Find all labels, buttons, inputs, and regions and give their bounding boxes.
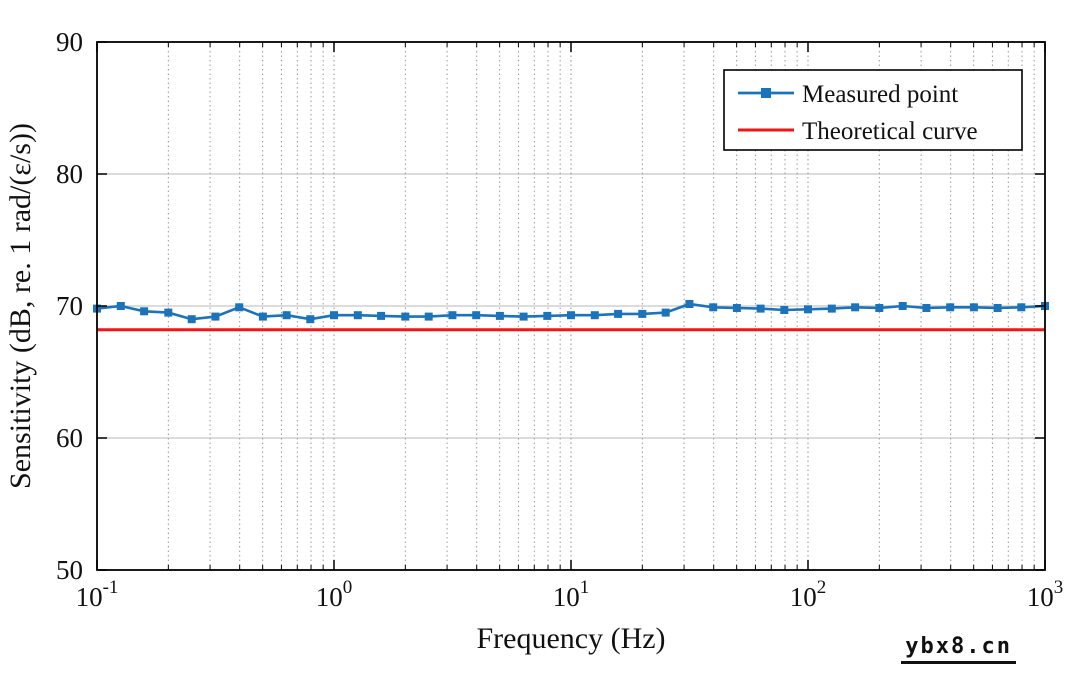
y-axis-label: Sensitivity (dB, re. 1 rad/(ε/s)) [4, 123, 37, 489]
measured-point-marker [164, 308, 173, 317]
y-tick-label: 80 [56, 159, 83, 189]
measured-point-marker [235, 303, 244, 312]
measured-point-marker [969, 303, 978, 312]
measured-point-marker [495, 311, 504, 320]
x-tick-label: 100 [316, 577, 353, 612]
legend-box [723, 69, 1023, 151]
measured-point-marker [993, 304, 1002, 312]
measured-point-marker [756, 304, 765, 313]
watermark: ybx8.cn [901, 634, 1016, 664]
measured-point-marker [424, 312, 433, 321]
grid-layer [97, 42, 1045, 570]
x-tick-label: 103 [1027, 577, 1064, 612]
measured-point-marker [258, 312, 267, 321]
measured-point-marker [401, 312, 410, 321]
x-tick-label: 102 [790, 577, 827, 612]
measured-point-marker [472, 311, 481, 320]
measured-point-marker [827, 304, 836, 313]
measured-point-marker [330, 311, 338, 320]
measured-point-marker [780, 306, 789, 314]
measured-point-marker [140, 307, 149, 316]
measured-point-marker [661, 308, 670, 317]
measured-point-marker [211, 312, 220, 321]
x-axis-label: Frequency (Hz) [476, 622, 665, 655]
measured-point-marker [543, 311, 552, 320]
legend[interactable]: Measured point Theoretical curve [723, 69, 1023, 151]
measured-point-marker [590, 311, 599, 320]
x-tick-label: 101 [553, 577, 590, 612]
measured-point-marker [804, 305, 812, 314]
measured-point-marker [922, 304, 931, 312]
measured-point-marker [448, 311, 457, 320]
measured-point-marker [377, 311, 386, 320]
y-tick-label: 90 [56, 27, 83, 57]
tick-label-layer: 50 60 70 80 90 10-1 100 101 102 103 [56, 27, 1063, 612]
legend-label-theoretical: Theoretical curve [802, 118, 978, 145]
y-tick-label: 60 [56, 423, 83, 453]
measured-point-marker [282, 311, 291, 320]
axis-layer [96, 41, 1046, 571]
x-tick-label: 10-1 [76, 577, 119, 612]
measured-point-marker [875, 304, 884, 312]
legend-label-measured: Measured point [802, 81, 958, 108]
measured-point-marker [614, 309, 623, 318]
measured-point-marker [709, 303, 718, 312]
y-tick-label: 70 [56, 291, 83, 321]
y-tick-label: 50 [56, 555, 83, 585]
measured-point-marker [187, 315, 196, 324]
measured-point-marker [116, 302, 125, 310]
measured-point-marker [732, 304, 741, 312]
measured-point-marker [898, 302, 907, 310]
measured-point-marker [306, 315, 315, 324]
measured-point-marker [851, 303, 860, 312]
measured-point-marker [685, 300, 694, 308]
measured-point-marker [638, 309, 647, 318]
measured-point-marker [946, 303, 955, 312]
legend-entry-measured: Measured point [738, 81, 958, 108]
measured-point-marker [519, 312, 528, 321]
measured-point-marker [567, 311, 575, 320]
measured-point-marker [353, 311, 362, 320]
measured-point-marker [1017, 303, 1026, 312]
measured-marker-sample [761, 88, 771, 98]
legend-entry-theoretical: Theoretical curve [738, 118, 978, 145]
